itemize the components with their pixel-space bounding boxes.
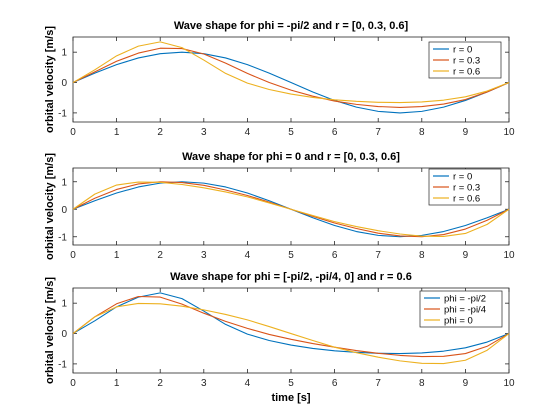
y-tick-label: -1 — [58, 232, 67, 243]
x-tick-label: 4 — [245, 378, 251, 389]
x-tick-label: 5 — [288, 250, 294, 261]
x-tick-label: 3 — [201, 127, 207, 138]
series-line-3 — [72, 181, 510, 238]
legend-entry: r = 0 — [453, 44, 472, 55]
chart-title: Wave shape for phi = [-pi/2, -pi/4, 0] a… — [170, 271, 412, 283]
legend: r = 0r = 0.3r = 0.6 — [428, 41, 502, 79]
series-line-2 — [72, 295, 510, 358]
legend-entry: r = 0.3 — [453, 182, 480, 193]
series-line-1 — [72, 292, 510, 355]
legend-entry: phi = 0 — [444, 315, 473, 326]
x-tick-label: 1 — [114, 250, 120, 261]
x-tick-label: 9 — [463, 127, 469, 138]
legend-entry: r = 0.3 — [453, 55, 480, 66]
x-tick-label: 2 — [157, 250, 163, 261]
x-tick-label: 2 — [157, 378, 163, 389]
chart-title: Wave shape for phi = -pi/2 and r = [0, 0… — [174, 20, 409, 32]
x-tick-label: 9 — [463, 378, 469, 389]
x-tick-label: 3 — [201, 250, 207, 261]
x-tick-label: 6 — [332, 127, 338, 138]
y-axis-label: orbital velocity [m/s] — [44, 26, 56, 133]
x-tick-label: 3 — [201, 378, 207, 389]
x-tick-label: 7 — [375, 378, 381, 389]
series-line-3 — [72, 302, 510, 365]
series-line-1 — [72, 51, 510, 114]
x-tick-label: 4 — [245, 250, 251, 261]
legend: r = 0r = 0.3r = 0.6 — [428, 168, 502, 206]
x-axis-label: time [s] — [271, 392, 310, 404]
x-tick-label: 8 — [419, 378, 425, 389]
y-axis-label: orbital velocity [m/s] — [44, 153, 56, 260]
legend-box — [419, 290, 503, 328]
y-axis-label: orbital velocity [m/s] — [44, 277, 56, 384]
legend-entry: r = 0.6 — [453, 66, 480, 77]
legend-entry: phi = -pi/4 — [444, 304, 486, 315]
x-tick-label: 8 — [419, 250, 425, 261]
legend-entry: r = 0 — [453, 171, 472, 182]
x-tick-label: 5 — [288, 127, 294, 138]
x-tick-label: 2 — [157, 127, 163, 138]
y-tick-label: 0 — [61, 205, 67, 216]
x-tick-label: 10 — [503, 250, 515, 261]
x-tick-label: 0 — [70, 127, 76, 138]
x-tick-label: 5 — [288, 378, 294, 389]
x-tick-label: 6 — [332, 378, 338, 389]
x-tick-label: 8 — [419, 127, 425, 138]
chart-title: Wave shape for phi = 0 and r = [0, 0.3, … — [182, 151, 400, 163]
y-tick-label: 0 — [61, 78, 67, 89]
y-tick-label: 1 — [61, 299, 67, 310]
x-tick-label: 0 — [70, 250, 76, 261]
legend-entry: phi = -pi/2 — [444, 293, 486, 304]
x-tick-label: 6 — [332, 250, 338, 261]
x-tick-label: 10 — [503, 127, 515, 138]
y-tick-label: -1 — [58, 359, 67, 370]
x-tick-label: 7 — [375, 127, 381, 138]
y-tick-label: 1 — [61, 177, 67, 188]
x-tick-label: 1 — [114, 127, 120, 138]
x-tick-label: 0 — [70, 378, 76, 389]
series-line-2 — [72, 47, 510, 108]
x-tick-label: 7 — [375, 250, 381, 261]
y-tick-label: 0 — [61, 329, 67, 340]
y-tick-label: -1 — [58, 108, 67, 119]
x-tick-label: 4 — [245, 127, 251, 138]
series-line-3 — [72, 41, 510, 104]
x-tick-label: 10 — [503, 378, 515, 389]
x-tick-label: 9 — [463, 250, 469, 261]
x-tick-label: 1 — [114, 378, 120, 389]
y-tick-label: 1 — [61, 48, 67, 59]
legend-entry: r = 0.6 — [453, 193, 480, 204]
